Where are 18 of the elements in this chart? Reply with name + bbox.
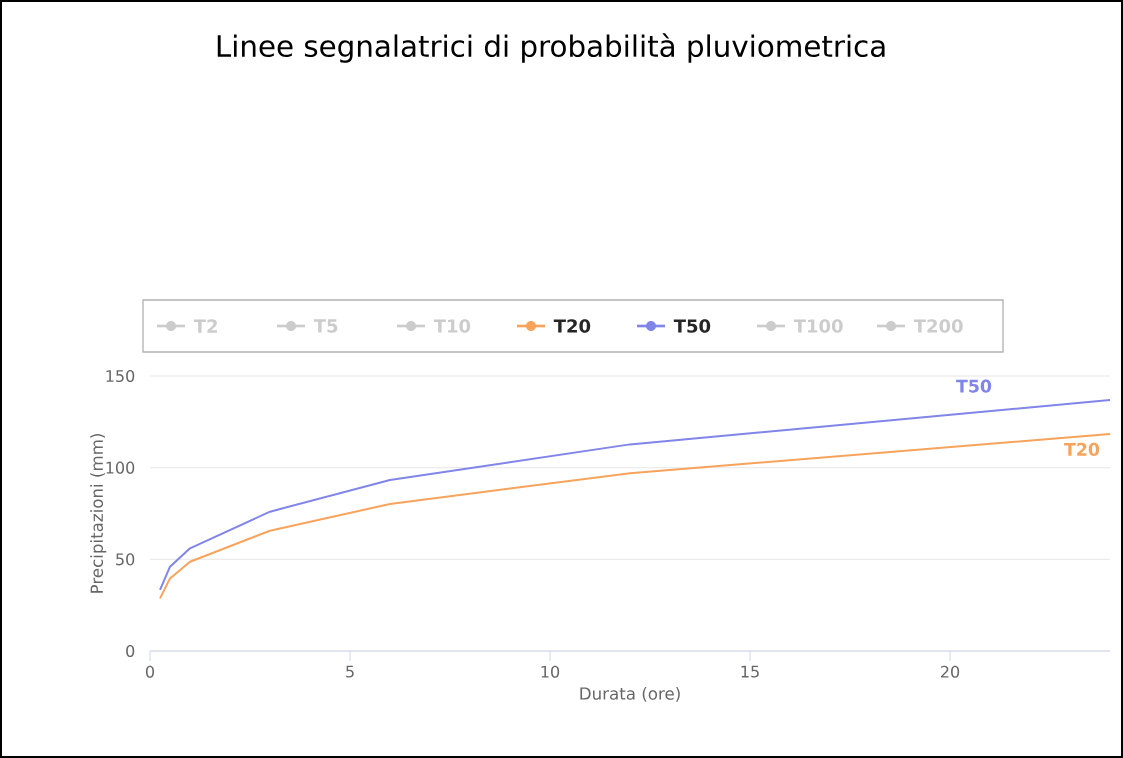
chart-title: Linee segnalatrici di probabilità pluviometrica bbox=[217, 33, 885, 63]
legend-label: T50 bbox=[673, 319, 711, 333]
line-series bbox=[159, 433, 1112, 600]
y-axis-title: Precipitazioni (mm) bbox=[90, 434, 107, 593]
y-tick-label: 100 bbox=[106, 461, 135, 474]
x-tick-label: 5 bbox=[346, 665, 354, 678]
x-tick-label: 15 bbox=[741, 665, 759, 678]
line-series bbox=[159, 399, 1112, 591]
x-tick-label: 10 bbox=[541, 665, 560, 678]
x-tick-label: 20 bbox=[941, 665, 960, 678]
y-tick-label: 150 bbox=[106, 369, 135, 383]
legend-label: T20 bbox=[553, 319, 591, 333]
text: T20 bbox=[1064, 442, 1100, 456]
x-tick-label: 0 bbox=[145, 665, 155, 678]
x-axis-title: Durata (ore) bbox=[580, 686, 680, 702]
text: T50 bbox=[956, 379, 992, 393]
y-tick-label: 0 bbox=[126, 644, 135, 658]
y-tick-label: 50 bbox=[116, 553, 135, 566]
